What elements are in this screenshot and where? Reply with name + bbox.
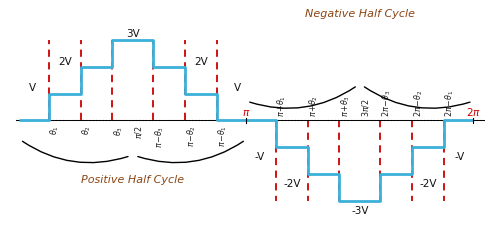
Text: -V: -V: [254, 152, 265, 162]
Text: Positive Half Cycle: Positive Half Cycle: [82, 174, 184, 184]
Text: 3V: 3V: [126, 29, 140, 39]
Text: $2\pi$: $2\pi$: [466, 106, 481, 118]
Text: $2\pi\!-\!\theta_3$: $2\pi\!-\!\theta_3$: [380, 90, 393, 117]
Text: Negative Half Cycle: Negative Half Cycle: [305, 9, 415, 19]
Text: $\pi\!+\!\theta_1$: $\pi\!+\!\theta_1$: [276, 95, 288, 117]
Text: $\pi\!+\!\theta_3$: $\pi\!+\!\theta_3$: [340, 95, 352, 117]
Text: 2V: 2V: [58, 56, 71, 66]
Text: $2\pi\!-\!\theta_2$: $2\pi\!-\!\theta_2$: [412, 90, 424, 117]
Text: $2\pi\!-\!\theta_1$: $2\pi\!-\!\theta_1$: [444, 90, 456, 117]
Text: $\pi$: $\pi$: [242, 108, 250, 118]
Text: $\theta_2$: $\theta_2$: [80, 125, 93, 135]
Text: $\pi\!-\!\theta_3$: $\pi\!-\!\theta_3$: [154, 125, 166, 147]
Text: -V: -V: [455, 152, 465, 162]
Text: V: V: [29, 83, 36, 93]
Text: $\pi/2$: $\pi/2$: [133, 125, 144, 138]
Text: $\pi\!-\!\theta_2$: $\pi\!-\!\theta_2$: [185, 125, 198, 147]
Text: 2V: 2V: [194, 56, 208, 66]
Text: V: V: [234, 83, 241, 93]
Text: -3V: -3V: [351, 205, 368, 215]
Text: $\theta_1$: $\theta_1$: [49, 125, 62, 135]
Text: -2V: -2V: [419, 178, 436, 188]
Text: $\pi\!+\!\theta_2$: $\pi\!+\!\theta_2$: [308, 95, 320, 117]
Text: $\theta_3$: $\theta_3$: [112, 125, 125, 135]
Text: $3\pi/2$: $3\pi/2$: [360, 98, 371, 117]
Text: -2V: -2V: [283, 178, 300, 188]
Text: $\pi\!-\!\theta_1$: $\pi\!-\!\theta_1$: [217, 125, 230, 147]
